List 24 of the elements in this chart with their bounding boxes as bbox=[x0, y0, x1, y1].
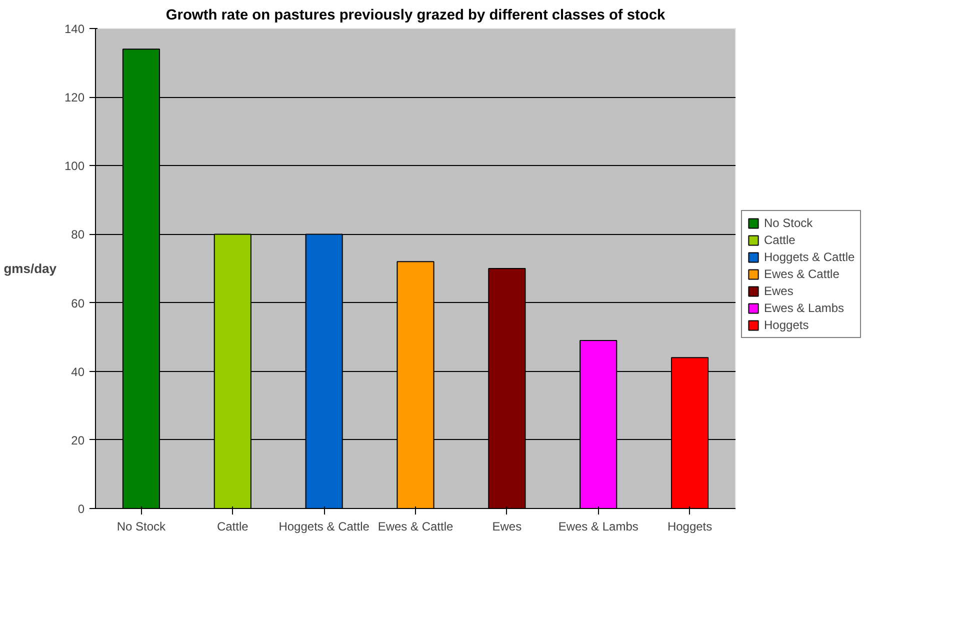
y-tick-label: 40 bbox=[71, 364, 85, 379]
x-tick-label: Hoggets bbox=[667, 520, 712, 534]
y-tick-label: 120 bbox=[64, 90, 85, 105]
x-tick-label: Cattle bbox=[216, 520, 249, 534]
y-tick-label: 100 bbox=[64, 159, 85, 174]
legend-label: Hoggets & Cattle bbox=[764, 250, 855, 264]
x-tick-label: Ewes & Cattle bbox=[378, 520, 454, 534]
legend-label: Ewes & Lambs bbox=[764, 301, 844, 315]
y-axis-title: gms/day bbox=[4, 261, 58, 276]
y-tick-label: 140 bbox=[64, 22, 85, 36]
x-tick-label: Ewes & Lambs bbox=[558, 520, 638, 534]
chart-title: Growth rate on pastures previously grazed by different classes of stock bbox=[166, 8, 666, 24]
legend-label: Ewes & Cattle bbox=[764, 267, 840, 281]
legend-label: Ewes bbox=[764, 284, 794, 298]
legend-label: Cattle bbox=[764, 233, 796, 247]
y-tick-label: 0 bbox=[78, 502, 85, 516]
x-tick-label: Hoggets & Cattle bbox=[278, 520, 370, 534]
legend-label: No Stock bbox=[764, 216, 813, 230]
y-tick-label: 20 bbox=[71, 433, 85, 448]
x-tick-label: Ewes bbox=[492, 520, 522, 534]
y-tick-label: 60 bbox=[71, 296, 85, 310]
y-tick-label: 80 bbox=[71, 228, 85, 242]
x-tick-label: No Stock bbox=[116, 520, 167, 534]
legend-label: Hoggets bbox=[764, 318, 809, 332]
